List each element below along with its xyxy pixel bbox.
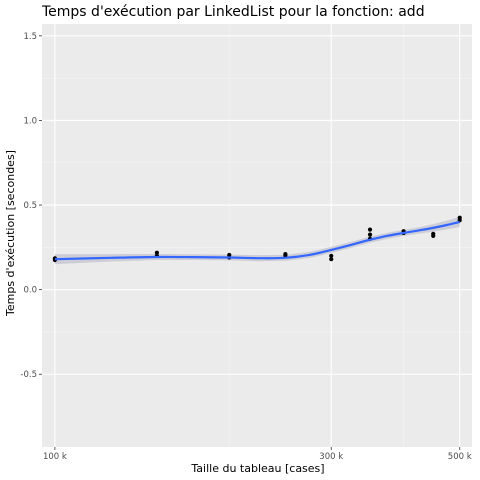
data-point (367, 232, 373, 237)
data-point (329, 257, 334, 262)
x-axis-ticks: 100 k 300 k 500 k (43, 447, 472, 462)
confidence-band (54, 216, 460, 265)
y-tick-label: 0.5 (23, 201, 37, 211)
x-axis-title: Taille du tableau [cases] (190, 462, 324, 475)
data-point (154, 250, 159, 255)
y-tick-label: 1.5 (23, 32, 37, 42)
smooth-line (54, 220, 460, 261)
y-axis-ticks: -0.5 0.0 0.5 1.0 1.5 (20, 32, 42, 380)
y-axis-title: Temps d'exécution [secondes] (4, 150, 17, 317)
data-point (367, 227, 373, 232)
x-tick-label: 500 k (448, 452, 472, 462)
data-point (329, 253, 334, 258)
y-tick-label: 0.0 (23, 286, 37, 296)
confidence-band-area (54, 216, 460, 265)
plot-panel (42, 24, 472, 447)
smooth-line-path (54, 220, 460, 261)
x-tick-label: 300 k (319, 452, 343, 462)
data-point (431, 231, 436, 236)
x-tick-label: 100 k (43, 452, 67, 462)
data-point (227, 252, 232, 258)
y-tick-label: 1.0 (23, 116, 37, 126)
data-point (283, 252, 288, 257)
data-point (457, 215, 462, 220)
y-tick-label: -0.5 (20, 370, 37, 380)
chart-title: Temps d'exécution par LinkedList pour la… (41, 4, 425, 20)
